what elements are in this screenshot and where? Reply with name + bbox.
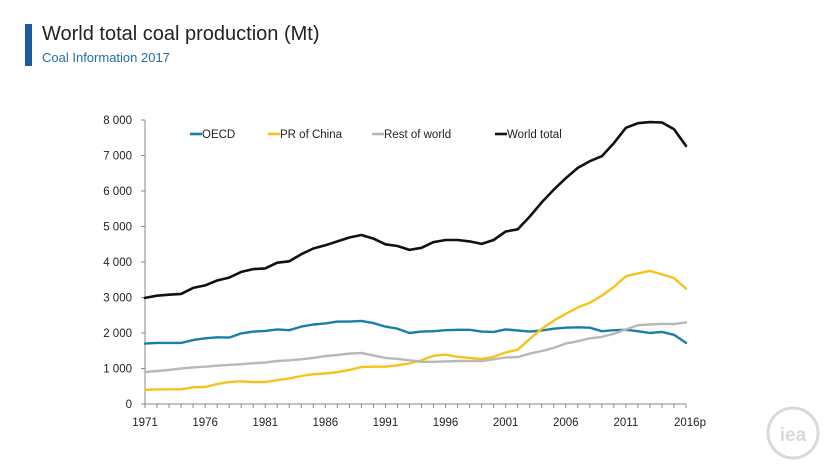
x-tick-label: 2001 bbox=[493, 417, 519, 429]
x-tick-label: 1986 bbox=[313, 417, 339, 429]
chart-axes: 0 1 000 2 000 3 000 4 000 5 000 6 000 7 000 8 00… bbox=[103, 115, 706, 429]
legend-label-rest-of-world: Rest of world bbox=[384, 129, 451, 141]
x-tick-label: 1991 bbox=[373, 417, 399, 429]
page-title: World total coal production (Mt) bbox=[42, 23, 320, 45]
iea-logo-text: iea bbox=[780, 425, 807, 446]
x-tick-label: 1976 bbox=[192, 417, 218, 429]
x-tick-label: 1971 bbox=[132, 417, 158, 429]
chart-series-group bbox=[143, 120, 688, 391]
y-tick-label: 8 000 bbox=[103, 115, 132, 127]
series-line-oecd bbox=[143, 319, 688, 345]
legend-label-world-total: World total bbox=[507, 129, 562, 141]
legend-label-oecd: OECD bbox=[202, 129, 235, 141]
series-line-rest-of-world bbox=[143, 321, 688, 374]
y-tick-label: 1 000 bbox=[103, 364, 132, 376]
iea-logo-ring bbox=[766, 406, 820, 460]
page-subtitle: Coal Information 2017 bbox=[42, 50, 170, 65]
title-accent-bar bbox=[25, 24, 32, 66]
x-tick-label: 1981 bbox=[252, 417, 278, 429]
y-tick-label: 6 000 bbox=[103, 186, 132, 198]
chart-legend: OECD PR of China Rest of world World total bbox=[190, 129, 562, 141]
y-tick-label: 5 000 bbox=[103, 222, 132, 234]
x-tick-label: 2011 bbox=[614, 417, 639, 429]
y-tick-label: 4 000 bbox=[103, 257, 132, 269]
x-tick-label: 2006 bbox=[553, 417, 579, 429]
x-tick-label: 2016p bbox=[674, 417, 706, 429]
legend-label-pr-of-china: PR of China bbox=[280, 129, 343, 141]
y-tick-label: 2 000 bbox=[103, 328, 132, 340]
y-tick-label: 0 bbox=[126, 399, 132, 411]
y-tick-label: 7 000 bbox=[103, 151, 132, 163]
series-line-world-total bbox=[143, 120, 688, 300]
y-tick-label: 3 000 bbox=[103, 293, 132, 305]
x-tick-label: 1996 bbox=[433, 417, 459, 429]
iea-logo-icon: iea bbox=[766, 406, 820, 460]
